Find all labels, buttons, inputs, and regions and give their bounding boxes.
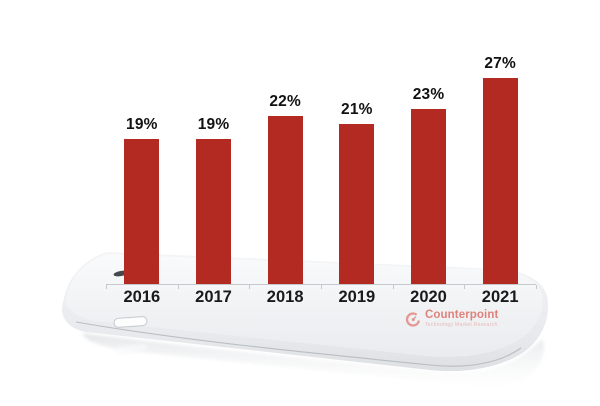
x-axis-tick <box>106 285 107 289</box>
bar-value-label: 21% <box>341 100 373 118</box>
x-axis-tick <box>464 285 466 289</box>
counterpoint-logo-icon <box>405 312 421 327</box>
x-tick-label: 2018 <box>266 288 304 306</box>
x-axis-tick <box>177 285 179 289</box>
x-tick-label: 2021 <box>481 288 519 306</box>
bar-value-label: 19% <box>197 116 230 134</box>
bar-2019 <box>339 123 375 284</box>
bar-2021 <box>482 78 518 284</box>
x-tick-label: 2019 <box>338 288 376 306</box>
bar-value-label: 19% <box>126 116 158 134</box>
logo-text-block: Counterpoint Technology Market Research <box>425 309 498 328</box>
bar-2018 <box>267 116 303 284</box>
x-tick-label: 2017 <box>195 288 232 306</box>
bar-2017 <box>196 139 231 284</box>
bar-2016 <box>124 139 160 284</box>
bar-value-label: 27% <box>484 55 516 73</box>
speaker-slot-reflection <box>115 342 149 354</box>
bar-value-label: 23% <box>412 85 445 103</box>
x-axis-tick <box>249 285 251 289</box>
phone-reflection <box>82 333 544 389</box>
x-axis-tick <box>536 285 537 289</box>
x-tick-label: 2016 <box>123 288 161 306</box>
bar-2020 <box>411 108 446 284</box>
x-axis-line <box>106 284 536 285</box>
counterpoint-logo: Counterpoint Technology Market Research <box>405 309 498 328</box>
phone-speaker-slot <box>113 316 148 328</box>
x-axis-tick <box>392 285 394 289</box>
x-tick-label: 2020 <box>410 288 447 306</box>
bar-value-label: 22% <box>269 93 301 111</box>
logo-wordmark: Counterpoint <box>425 309 499 321</box>
x-axis-tick <box>321 285 322 289</box>
phone-seam-line <box>75 321 522 367</box>
logo-tagline: Technology Market Research <box>425 322 498 328</box>
